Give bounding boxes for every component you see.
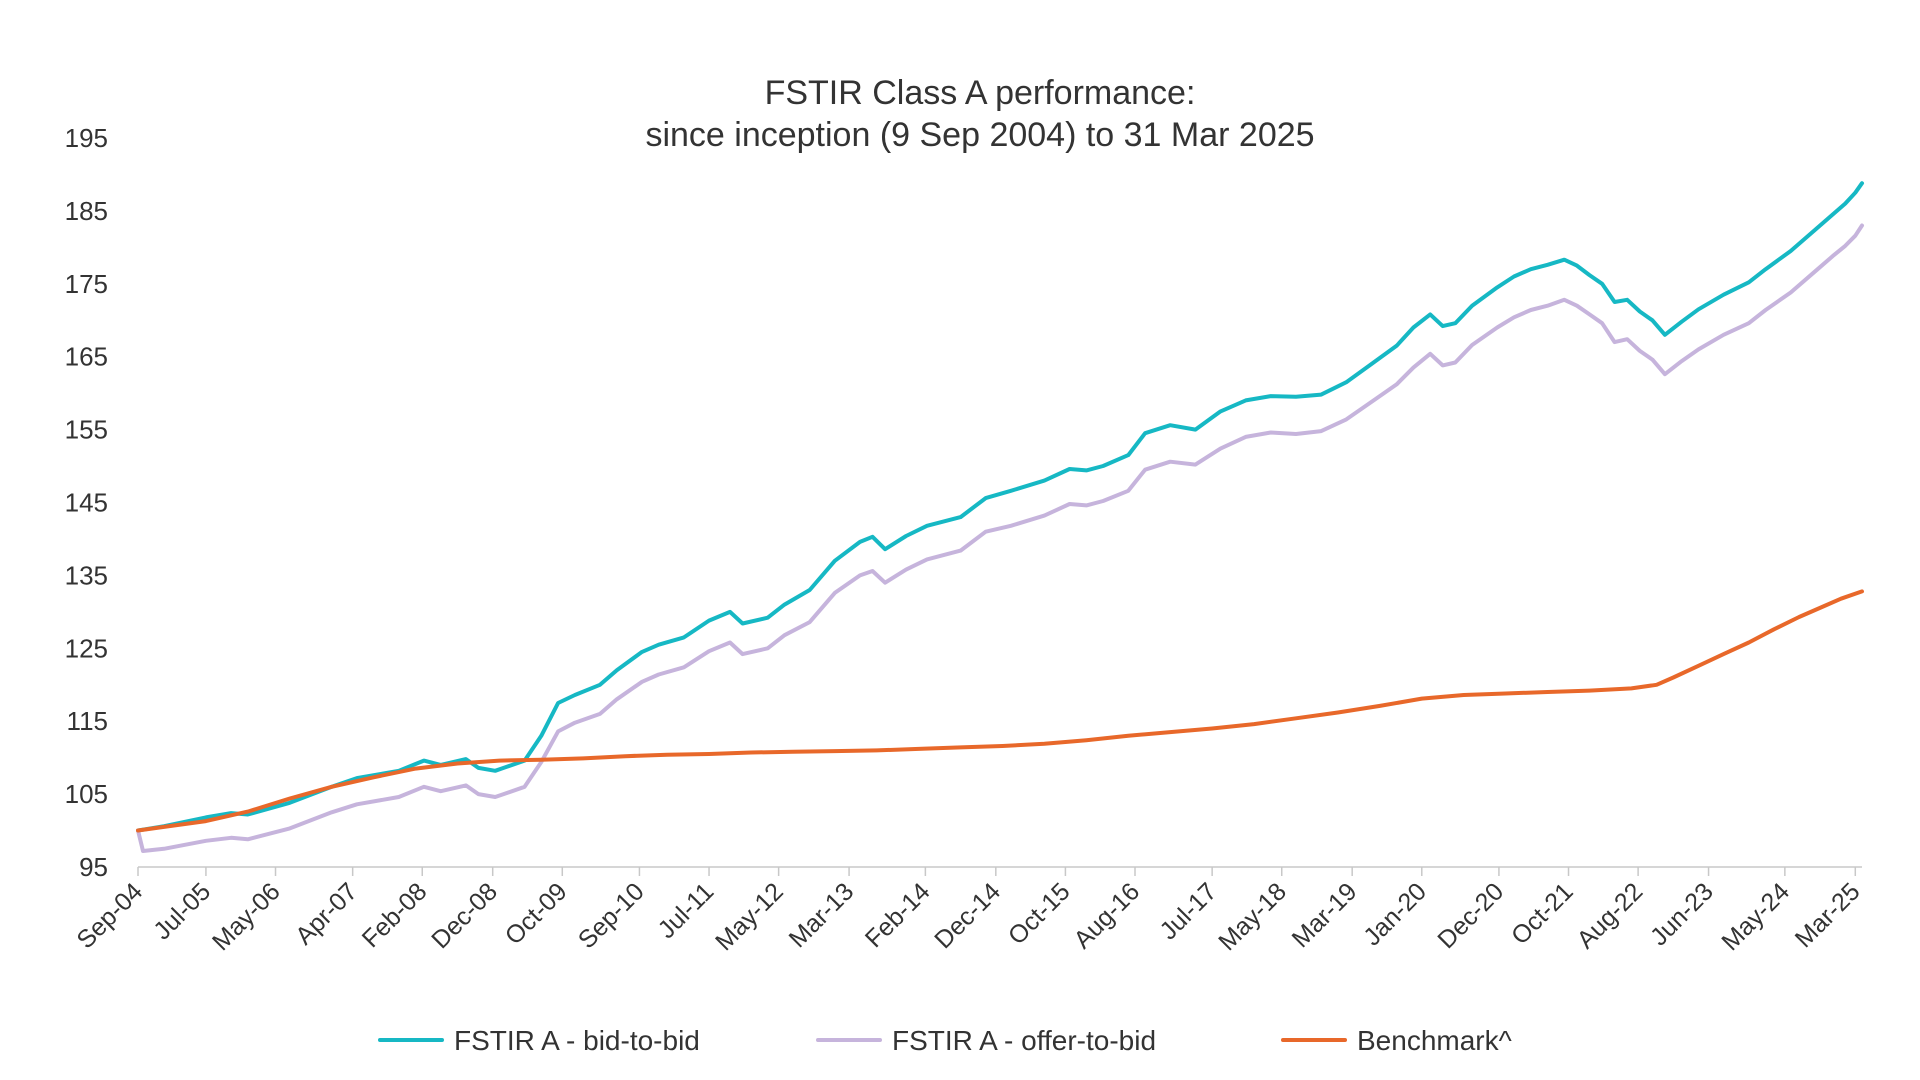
- x-tick-label: May-18: [1213, 877, 1292, 956]
- y-axis-ticks: 95 105 115 125 135 145 155 165 175 185 195: [65, 123, 108, 882]
- x-tick-label: Aug-16: [1068, 877, 1145, 954]
- x-tick-label: Apr-07: [290, 877, 363, 950]
- x-tick-label: Aug-22: [1572, 877, 1649, 954]
- chart-subtitle: since inception (9 Sep 2004) to 31 Mar 2…: [645, 116, 1314, 154]
- series-line-1: [136, 223, 1864, 853]
- x-tick-label: Feb-08: [357, 877, 433, 953]
- legend-label: Benchmark^: [1357, 1025, 1512, 1056]
- x-tick-label: Sep-10: [573, 877, 650, 954]
- x-tick-label: Oct-21: [1506, 877, 1579, 950]
- x-tick-label: Dec-20: [1432, 877, 1509, 954]
- x-tick-label: Jan-20: [1358, 877, 1432, 951]
- x-tick-label: Sep-04: [71, 877, 148, 954]
- x-tick-label: Oct-15: [1003, 877, 1076, 950]
- legend-label: FSTIR A - bid-to-bid: [454, 1025, 700, 1056]
- y-tick-label: 115: [67, 706, 108, 736]
- x-tick-label: Dec-14: [929, 877, 1006, 954]
- x-tick-label: Jun-23: [1645, 877, 1719, 951]
- x-tick-label: Oct-09: [500, 877, 573, 950]
- x-tick-label: Feb-14: [860, 877, 936, 953]
- y-tick-label: 185: [65, 196, 108, 226]
- x-tick-label: Mar-13: [784, 877, 860, 953]
- series-lines: [136, 181, 1864, 853]
- y-tick-label: 135: [65, 560, 108, 590]
- y-tick-label: 165: [65, 342, 108, 372]
- y-tick-label: 155: [65, 415, 108, 445]
- x-tick-label: May-06: [207, 877, 286, 956]
- x-tick-label: May-12: [710, 877, 789, 956]
- legend-label: FSTIR A - offer-to-bid: [892, 1025, 1156, 1056]
- y-tick-label: 175: [65, 269, 108, 299]
- series-line-2: [136, 589, 1864, 833]
- x-tick-label: May-24: [1716, 877, 1795, 956]
- legend: FSTIR A - bid-to-bid FSTIR A - offer-to-b…: [378, 1025, 1512, 1056]
- x-tick-label: Jul-11: [653, 877, 720, 944]
- y-tick-label: 125: [65, 633, 108, 663]
- x-tick-label: Jul-05: [148, 877, 216, 945]
- x-tick-label: Dec-08: [426, 877, 503, 954]
- y-tick-label: 95: [79, 852, 108, 882]
- chart-title: FSTIR Class A performance:: [765, 74, 1196, 112]
- x-tick-label: Mar-19: [1287, 877, 1363, 953]
- x-tick-label: Mar-25: [1790, 877, 1866, 953]
- y-tick-label: 195: [65, 123, 108, 153]
- y-tick-label: 105: [65, 779, 108, 809]
- series-line-0: [136, 181, 1864, 833]
- x-tick-label: Jul-17: [1154, 877, 1222, 945]
- y-tick-label: 145: [65, 488, 108, 518]
